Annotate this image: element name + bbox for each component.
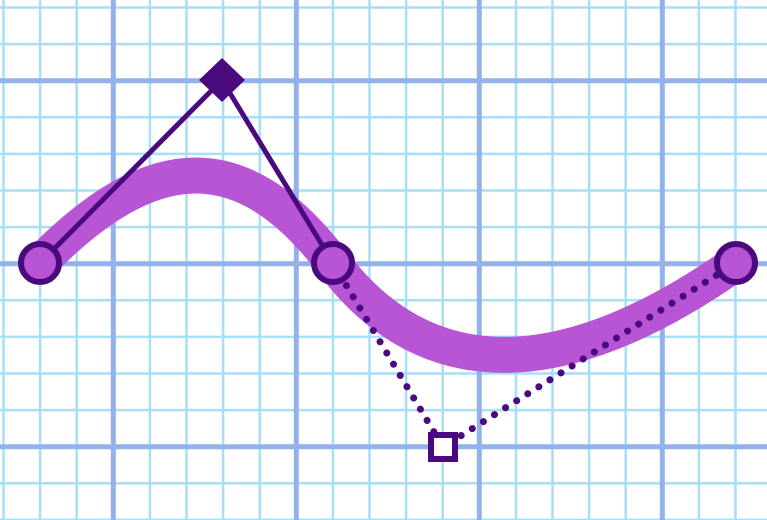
anchor-point-end[interactable] bbox=[714, 241, 758, 285]
control-point-square-2[interactable] bbox=[428, 432, 458, 462]
anchor-point-start[interactable] bbox=[18, 241, 62, 285]
control-point-diamond-1[interactable] bbox=[199, 58, 245, 102]
anchor-point-mid[interactable] bbox=[311, 241, 355, 285]
control-handle-line-dotted bbox=[329, 259, 740, 452]
